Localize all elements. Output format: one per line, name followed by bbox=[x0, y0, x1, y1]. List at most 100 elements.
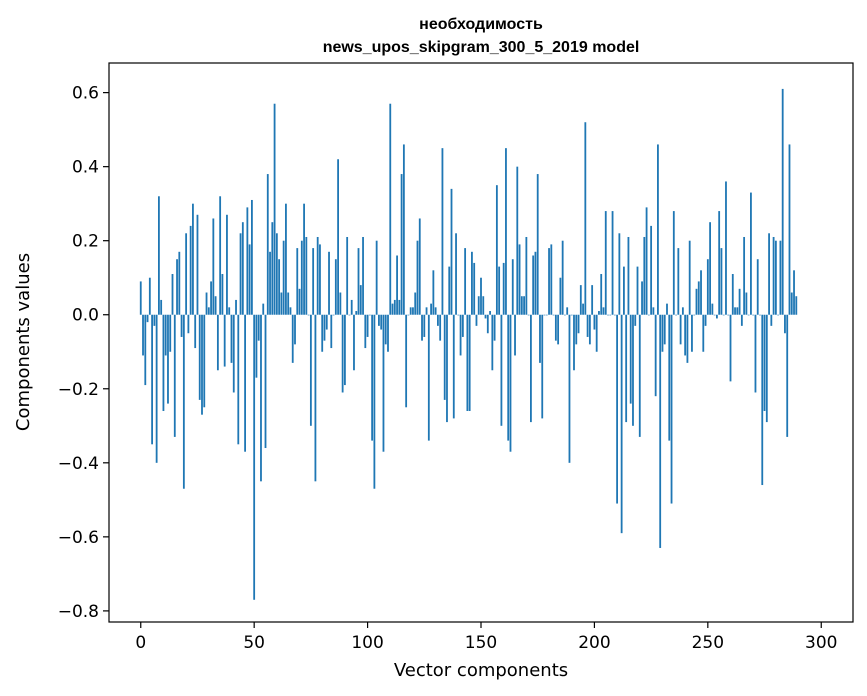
bar-132 bbox=[439, 314, 442, 341]
bar-279 bbox=[772, 236, 775, 315]
bar-39 bbox=[228, 307, 231, 315]
bar-179 bbox=[545, 314, 548, 316]
bar-200 bbox=[593, 314, 596, 330]
bar-259 bbox=[727, 314, 730, 316]
bar-102 bbox=[371, 314, 374, 441]
bar-141 bbox=[459, 314, 462, 356]
bar-199 bbox=[591, 285, 594, 315]
bar-136 bbox=[448, 266, 451, 315]
x-tick-label: 0 bbox=[135, 633, 146, 653]
bar-130 bbox=[434, 307, 437, 315]
bar-252 bbox=[711, 303, 714, 315]
bar-66 bbox=[289, 307, 292, 315]
bar-288 bbox=[793, 270, 795, 315]
bar-231 bbox=[663, 314, 666, 345]
bar-232 bbox=[666, 303, 668, 315]
bar-69 bbox=[296, 248, 299, 315]
bar-227 bbox=[654, 314, 657, 397]
bar-185 bbox=[559, 277, 562, 315]
bar-230 bbox=[661, 314, 664, 352]
bar-37 bbox=[223, 314, 226, 367]
chart-title-line1: необходимость bbox=[419, 16, 543, 33]
bar-247 bbox=[700, 270, 702, 315]
bar-264 bbox=[738, 288, 741, 315]
bar-221 bbox=[641, 281, 643, 315]
bar-186 bbox=[561, 240, 564, 315]
bar-244 bbox=[693, 314, 696, 316]
bar-106 bbox=[380, 314, 383, 330]
bar-89 bbox=[341, 314, 344, 393]
bar-97 bbox=[359, 285, 362, 315]
bar-119 bbox=[409, 307, 412, 315]
bar-30 bbox=[207, 307, 210, 315]
bar-2 bbox=[144, 314, 147, 386]
bar-201 bbox=[595, 314, 598, 352]
x-tick-label: 300 bbox=[805, 633, 837, 653]
bar-275 bbox=[763, 314, 766, 411]
bar-253 bbox=[713, 314, 716, 316]
x-tick-label: 50 bbox=[243, 633, 265, 653]
bar-38 bbox=[226, 214, 228, 315]
bar-197 bbox=[586, 314, 589, 337]
bar-128 bbox=[430, 303, 432, 315]
bar-13 bbox=[169, 314, 172, 352]
bar-90 bbox=[344, 314, 346, 386]
x-tick-label: 100 bbox=[351, 633, 383, 653]
bar-148 bbox=[475, 314, 478, 326]
x-axis-label: Vector components bbox=[394, 660, 568, 681]
bar-156 bbox=[493, 314, 496, 341]
bar-5 bbox=[151, 314, 153, 445]
bar-19 bbox=[182, 314, 185, 489]
bar-100 bbox=[366, 314, 369, 337]
bar-49 bbox=[251, 199, 253, 315]
bar-114 bbox=[398, 299, 401, 315]
bar-240 bbox=[684, 314, 687, 356]
bar-139 bbox=[455, 233, 457, 315]
bar-65 bbox=[287, 292, 290, 315]
bar-261 bbox=[731, 274, 734, 315]
bar-88 bbox=[339, 292, 342, 315]
bar-55 bbox=[264, 314, 267, 449]
bar-115 bbox=[400, 174, 403, 315]
bar-101 bbox=[368, 314, 371, 316]
bar-33 bbox=[214, 296, 217, 315]
bar-60 bbox=[275, 233, 278, 315]
bar-43 bbox=[237, 314, 240, 445]
bar-171 bbox=[527, 314, 530, 316]
bar-181 bbox=[550, 244, 553, 315]
bar-206 bbox=[607, 314, 609, 316]
bar-71 bbox=[300, 240, 303, 315]
x-tick-label: 200 bbox=[578, 633, 610, 653]
bar-107 bbox=[382, 314, 385, 452]
bar-163 bbox=[509, 314, 512, 452]
bar-153 bbox=[486, 314, 489, 334]
bar-94 bbox=[353, 314, 355, 371]
y-tick-label: 0.6 bbox=[72, 84, 99, 104]
bar-211 bbox=[618, 233, 621, 315]
bar-125 bbox=[423, 314, 426, 337]
bar-260 bbox=[729, 314, 732, 382]
bar-79 bbox=[319, 244, 321, 315]
bar-72 bbox=[303, 203, 305, 315]
bar-161 bbox=[505, 148, 507, 315]
bar-276 bbox=[765, 314, 768, 423]
bar-194 bbox=[579, 285, 582, 315]
y-tick-label: −0.6 bbox=[58, 528, 99, 548]
bar-218 bbox=[634, 314, 637, 326]
bar-64 bbox=[285, 203, 287, 315]
bar-289 bbox=[795, 296, 798, 315]
bar-249 bbox=[704, 314, 707, 326]
bar-280 bbox=[774, 240, 777, 315]
bar-126 bbox=[425, 307, 428, 315]
bar-198 bbox=[588, 314, 591, 345]
bar-158 bbox=[498, 266, 501, 315]
bar-286 bbox=[788, 144, 791, 315]
bar-228 bbox=[657, 144, 659, 315]
bar-172 bbox=[530, 314, 532, 423]
bar-282 bbox=[779, 240, 782, 315]
bar-48 bbox=[248, 244, 251, 315]
bar-29 bbox=[205, 292, 208, 315]
bar-25 bbox=[196, 214, 199, 315]
bar-255 bbox=[718, 211, 721, 315]
bar-235 bbox=[672, 211, 675, 315]
